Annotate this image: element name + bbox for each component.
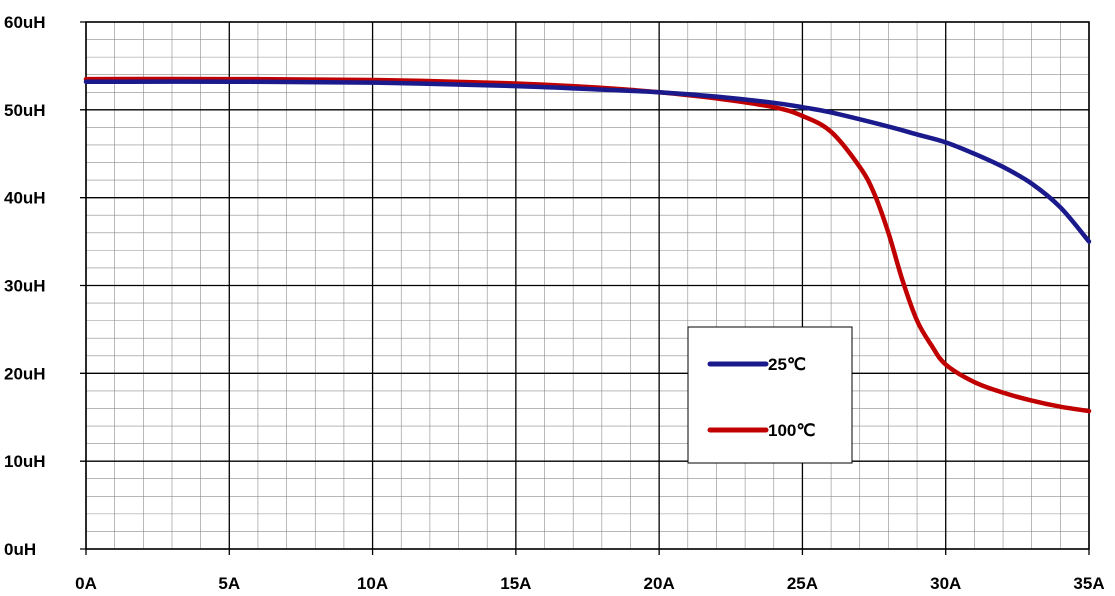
- y-tick-label: 10uH: [4, 452, 46, 471]
- y-tick-label: 30uH: [4, 277, 46, 296]
- plot-area-border: [85, 21, 1090, 550]
- x-tick-label: 5A: [218, 574, 240, 593]
- legend-label-25c: 25℃: [768, 355, 806, 374]
- y-tick-label: 50uH: [4, 101, 46, 120]
- y-tick-label: 40uH: [4, 189, 46, 208]
- x-axis-tick-labels: 0A 5A 10A 15A 20A 25A 30A 35A: [75, 574, 1104, 593]
- x-tick-label: 30A: [930, 574, 961, 593]
- y-tick-label: 20uH: [4, 364, 46, 383]
- legend-box: [687, 326, 853, 464]
- x-tick-label: 15A: [500, 574, 531, 593]
- legend: 25℃ 100℃: [687, 326, 853, 464]
- x-tick-label: 20A: [644, 574, 675, 593]
- x-tick-label: 10A: [357, 574, 388, 593]
- y-axis-tick-labels: 0uH 10uH 20uH 30uH 40uH 50uH 60uH: [4, 13, 46, 559]
- x-tick-label: 0A: [75, 574, 97, 593]
- x-tick-label: 25A: [787, 574, 818, 593]
- y-tick-label: 0uH: [4, 540, 36, 559]
- series-layer: [83, 76, 1092, 414]
- series-line-100c: [83, 76, 1092, 414]
- series-line-25c: [83, 79, 1092, 244]
- x-tick-label: 35A: [1073, 574, 1104, 593]
- y-tick-label: 60uH: [4, 13, 46, 32]
- legend-label-100c: 100℃: [768, 421, 815, 440]
